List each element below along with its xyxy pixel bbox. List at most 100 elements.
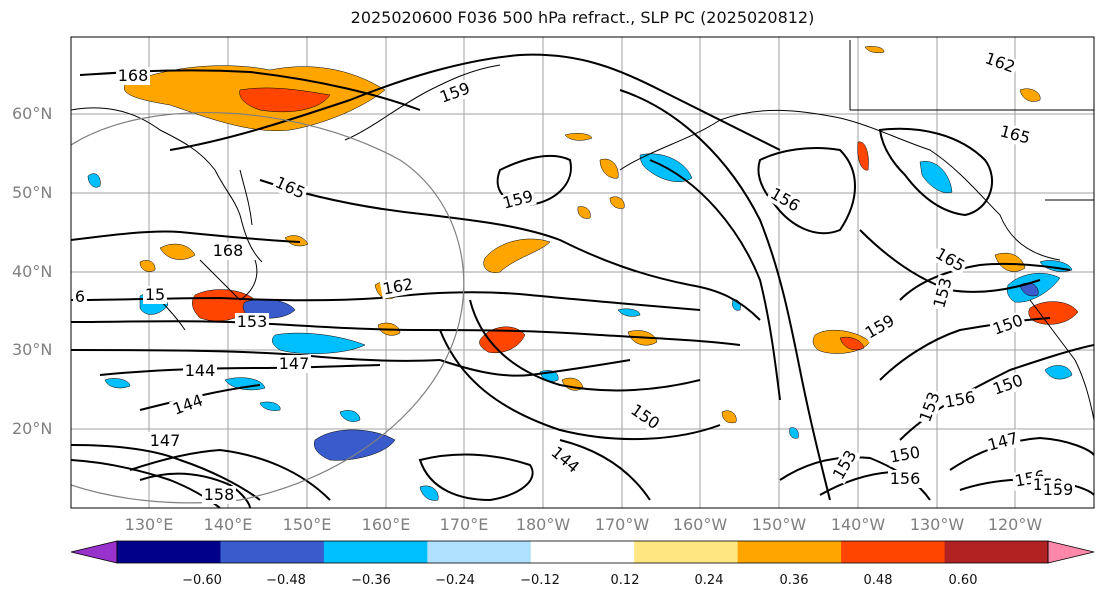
contour-label: 6 — [75, 287, 85, 306]
colorbar-segment — [737, 541, 842, 563]
colorbar — [70, 540, 1095, 564]
contour-label: 159 — [1043, 480, 1074, 499]
contour-label-bg — [888, 470, 922, 488]
contour-label: 147 — [279, 354, 310, 373]
positive-anomaly — [857, 141, 869, 171]
colorbar-segment — [530, 541, 635, 563]
colorbar-tick: 0.48 — [863, 573, 893, 588]
colorbar-tick: 0.12 — [610, 573, 640, 588]
positive-anomaly — [139, 260, 156, 272]
colorbar-left-extend — [70, 540, 118, 564]
positive-anomaly — [721, 410, 737, 424]
negative-anomaly — [617, 308, 641, 317]
lat-label: 50°N — [12, 183, 53, 202]
contour-label-bg — [929, 274, 957, 312]
colorbar-tick: −0.60 — [182, 573, 222, 588]
contour-label-bg — [235, 313, 269, 331]
contour-label: 156 — [890, 469, 921, 488]
lon-label: 170°E — [439, 515, 489, 534]
colorbar-segment — [634, 541, 739, 563]
colorbar-tick: −0.24 — [435, 573, 475, 588]
lat-label: 40°N — [12, 262, 53, 281]
contour-label: 158 — [204, 485, 235, 504]
contour-label-bg — [211, 242, 245, 260]
negative-anomaly — [1044, 365, 1073, 380]
lon-label: 120°W — [987, 515, 1043, 534]
negative-anomaly — [419, 485, 439, 501]
lon-label: 140°E — [203, 515, 253, 534]
colorbar-segment — [117, 541, 221, 563]
contour-label: 153 — [237, 312, 268, 331]
positive-anomaly — [1019, 88, 1041, 102]
coastlines — [71, 40, 1094, 421]
contour-label-bg — [984, 428, 1022, 456]
lon-label: 130°E — [124, 515, 174, 534]
lon-label: 130°W — [909, 515, 965, 534]
lon-label: 150°E — [282, 515, 332, 534]
positive-anomaly — [479, 326, 526, 353]
contour-label-bg — [183, 362, 217, 380]
contour-label-bg — [270, 172, 310, 204]
colorbar-tick: −0.12 — [520, 573, 560, 588]
contour-label-bg — [546, 442, 584, 478]
contour-label-bg — [765, 183, 805, 217]
contour-label-bg — [625, 399, 665, 435]
lat-label: 60°N — [12, 104, 53, 123]
positive-anomaly — [239, 87, 331, 113]
contour-label-bg — [379, 275, 417, 299]
contour-label-bg — [168, 390, 208, 420]
lat-label: 20°N — [12, 419, 53, 438]
positive-anomaly — [159, 243, 196, 260]
range-circle — [71, 112, 465, 504]
contour-label-bg — [860, 310, 900, 344]
contour-label-bg — [73, 288, 87, 306]
contour-label-bg — [116, 67, 150, 85]
colorbar-segment — [220, 541, 325, 563]
colorbar-segment — [427, 541, 532, 563]
negative-anomaly — [919, 161, 953, 194]
contour-label-bg — [277, 355, 311, 373]
negative-anomaly — [104, 378, 131, 389]
lat-label: 30°N — [12, 340, 53, 359]
negative-anomaly — [224, 377, 266, 391]
contour-label-bg — [988, 310, 1028, 340]
lon-label: 170°W — [594, 515, 650, 534]
negative-anomaly — [272, 332, 366, 354]
colorbar-tick: −0.48 — [266, 573, 306, 588]
contour-label-bg — [988, 370, 1028, 400]
negative-anomaly — [314, 429, 396, 461]
lon-label: 140°W — [830, 515, 886, 534]
contour-label-bg — [886, 443, 924, 467]
colorbar-tick: 0.36 — [779, 573, 809, 588]
lon-label: 150°W — [751, 515, 807, 534]
contour-label-bg — [980, 48, 1020, 78]
colorbar-tick: 0.60 — [948, 573, 978, 588]
contour-label-bg — [996, 121, 1034, 149]
colorbar-segment — [323, 541, 428, 563]
contour-label-bg — [143, 286, 167, 304]
lon-label: 180°W — [515, 515, 571, 534]
lon-label: 160°E — [361, 515, 411, 534]
map-frame — [70, 36, 1095, 509]
positive-anomaly — [864, 46, 885, 54]
positive-anomaly — [609, 196, 625, 209]
contour-label: 147 — [150, 431, 181, 450]
negative-anomaly — [87, 173, 101, 188]
contour-label: 144 — [185, 361, 216, 380]
positive-anomaly — [599, 158, 619, 179]
contour-label-bg — [148, 432, 182, 450]
positive-anomaly — [483, 238, 551, 273]
contour-label-bg — [435, 78, 475, 108]
colorbar-segment — [944, 541, 1049, 563]
contour-label-bg — [1041, 481, 1075, 499]
contour-label-bg — [828, 445, 862, 485]
colorbar-right-extend — [1047, 540, 1095, 564]
contour-label-bg — [202, 486, 236, 504]
contour-label-bg — [915, 387, 945, 427]
positive-anomaly — [577, 206, 591, 219]
lon-label: 160°W — [672, 515, 728, 534]
positive-anomaly — [284, 235, 309, 247]
contour-label-bg — [941, 388, 979, 412]
colorbar-tick: −0.36 — [351, 573, 391, 588]
colorbar-segment — [841, 541, 946, 563]
